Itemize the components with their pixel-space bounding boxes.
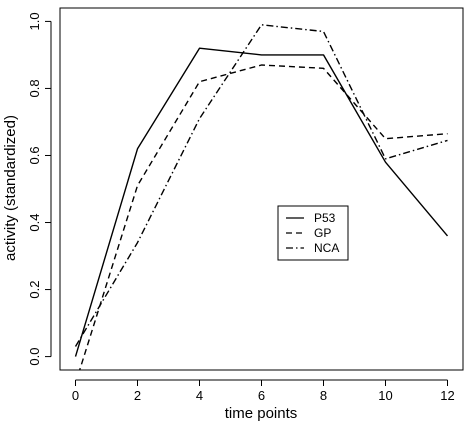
y-tick-label: 0.8 (27, 79, 42, 97)
legend-label-p53: P53 (314, 211, 336, 225)
y-axis-title: activity (standardized) (2, 115, 19, 261)
y-tick-label: 0.4 (27, 213, 42, 231)
x-axis-title: time points (225, 405, 298, 422)
plot-frame (59, 7, 464, 371)
series-line-nca (74, 24, 448, 347)
x-tick-label: 8 (320, 388, 327, 403)
x-tick-label: 2 (134, 388, 141, 403)
y-tick-label: 0.6 (27, 146, 42, 164)
x-tick-label: 0 (72, 388, 79, 403)
x-tick-label: 12 (440, 388, 454, 403)
series-line-p53 (74, 47, 449, 357)
legend: P53 GP NCA (277, 205, 349, 261)
legend-label-nca: NCA (314, 241, 339, 255)
x-tick-label: 6 (258, 388, 265, 403)
y-tick-label: 0.2 (27, 281, 42, 299)
y-tick-label: 1.0 (27, 12, 42, 30)
x-tick-label: 10 (378, 388, 392, 403)
legend-label-gp: GP (314, 226, 331, 240)
axes: 0 2 4 6 8 10 12 0.0 0.2 0.4 0.6 0.8 1.0 (27, 7, 464, 403)
x-tick-label: 4 (196, 388, 203, 403)
y-tick-label: 0.0 (27, 348, 42, 366)
plot-area (74, 24, 449, 370)
series-line-gp (78, 64, 448, 370)
